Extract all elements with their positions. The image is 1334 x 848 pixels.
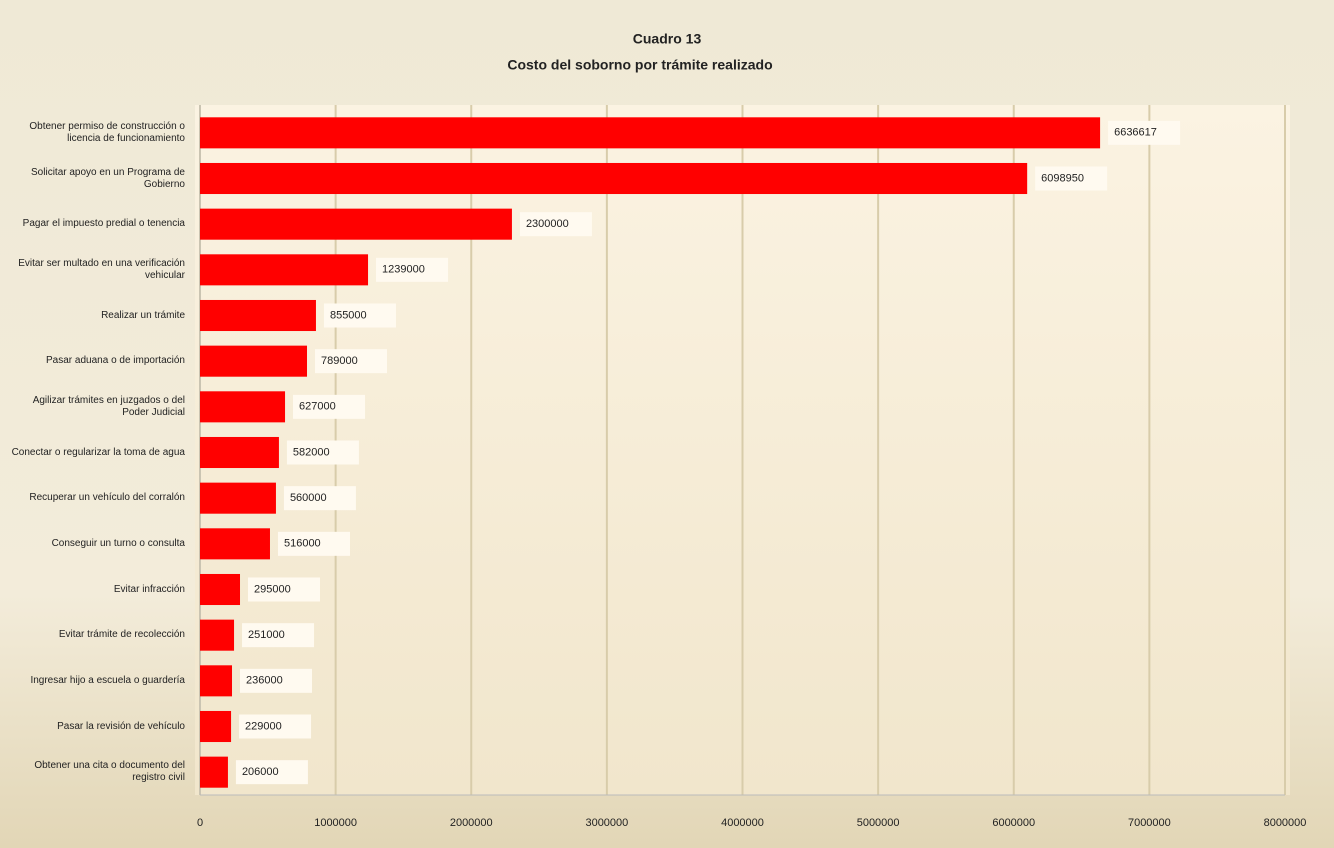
- x-tick-label: 0: [197, 817, 203, 829]
- value-label: 855000: [330, 309, 367, 321]
- value-label: 627000: [299, 401, 336, 413]
- value-label: 2300000: [526, 218, 569, 230]
- x-tick-label: 5000000: [857, 817, 900, 829]
- value-label-bg: [1035, 166, 1108, 191]
- value-label-bg: [277, 531, 350, 556]
- y-tick-label: Ingresar hijo a escuela o guardería: [30, 674, 185, 686]
- value-label: 789000: [321, 355, 358, 367]
- value-label: 251000: [248, 629, 285, 641]
- value-label-bg: [286, 440, 359, 465]
- value-label: 229000: [245, 720, 282, 732]
- chart-title: Cuadro 13: [633, 31, 702, 47]
- y-tick-label: Evitar ser multado en una verificación v…: [18, 257, 185, 281]
- value-label: 6636617: [1114, 127, 1157, 139]
- value-label-bg: [283, 486, 356, 511]
- y-tick-label: Conseguir un turno o consulta: [51, 537, 185, 549]
- bar: [200, 756, 228, 788]
- y-tick-label: Obtener una cita o documento del registr…: [34, 760, 185, 784]
- bar: [200, 482, 276, 514]
- x-tick-label: 6000000: [992, 817, 1035, 829]
- bar: [200, 665, 233, 697]
- bar: [200, 528, 270, 560]
- value-label: 295000: [254, 583, 291, 595]
- value-label: 236000: [246, 675, 283, 687]
- bar: [200, 208, 512, 240]
- value-label-bg: [293, 394, 366, 419]
- x-tick-label: 1000000: [314, 817, 357, 829]
- y-tick-label: Solicitar apoyo en un Programa de Gobier…: [31, 166, 185, 190]
- y-tick-label: Realizar un trámite: [101, 309, 185, 321]
- value-label-bg: [235, 760, 308, 785]
- value-label: 582000: [293, 446, 330, 458]
- value-label-bg: [376, 257, 449, 282]
- value-label: 560000: [290, 492, 327, 504]
- bar: [200, 436, 279, 469]
- value-label-bg: [519, 212, 592, 237]
- y-tick-label: Agilizar trámites en juzgados o del Pode…: [32, 394, 185, 418]
- x-tick-label: 7000000: [1128, 817, 1171, 829]
- value-label: 206000: [242, 766, 279, 778]
- bar: [200, 162, 1028, 195]
- bar: [200, 573, 241, 606]
- value-label-bg: [239, 714, 312, 739]
- bar: [200, 345, 308, 377]
- y-tick-label: Pasar aduana o de importación: [46, 355, 185, 367]
- x-tick-label: 3000000: [585, 817, 628, 829]
- value-label-bg: [240, 668, 313, 693]
- value-label: 516000: [284, 538, 321, 550]
- bar: [200, 254, 369, 286]
- value-label-bg: [1108, 120, 1181, 145]
- y-tick-label: Obtener permiso de construcción o licenc…: [29, 120, 185, 144]
- bar: [200, 299, 316, 332]
- y-tick-label: Conectar o regularizar la toma de agua: [11, 446, 185, 458]
- y-tick-label: Recuperar un vehículo del corralón: [29, 492, 185, 504]
- value-label-bg: [315, 349, 388, 374]
- bar: [200, 619, 235, 651]
- x-tick-label: 8000000: [1264, 817, 1307, 829]
- y-tick-label: Evitar infracción: [113, 583, 185, 595]
- y-tick-label: Evitar trámite de recolección: [58, 629, 185, 641]
- value-label-bg: [248, 577, 321, 602]
- value-label-bg: [242, 623, 315, 648]
- x-tick-label: 2000000: [450, 817, 493, 829]
- x-tick-label: 4000000: [721, 817, 764, 829]
- bar: [200, 710, 232, 743]
- y-tick-label: Pagar el impuesto predial o tenencia: [22, 218, 185, 230]
- chart-subtitle: Costo del soborno por trámite realizado: [507, 57, 772, 73]
- y-tick-label: Pasar la revisión de vehículo: [57, 720, 185, 732]
- value-label: 6098950: [1041, 172, 1084, 184]
- bar: [200, 391, 286, 423]
- value-label-bg: [323, 303, 396, 328]
- bar: [200, 117, 1101, 149]
- value-label: 1239000: [382, 264, 425, 276]
